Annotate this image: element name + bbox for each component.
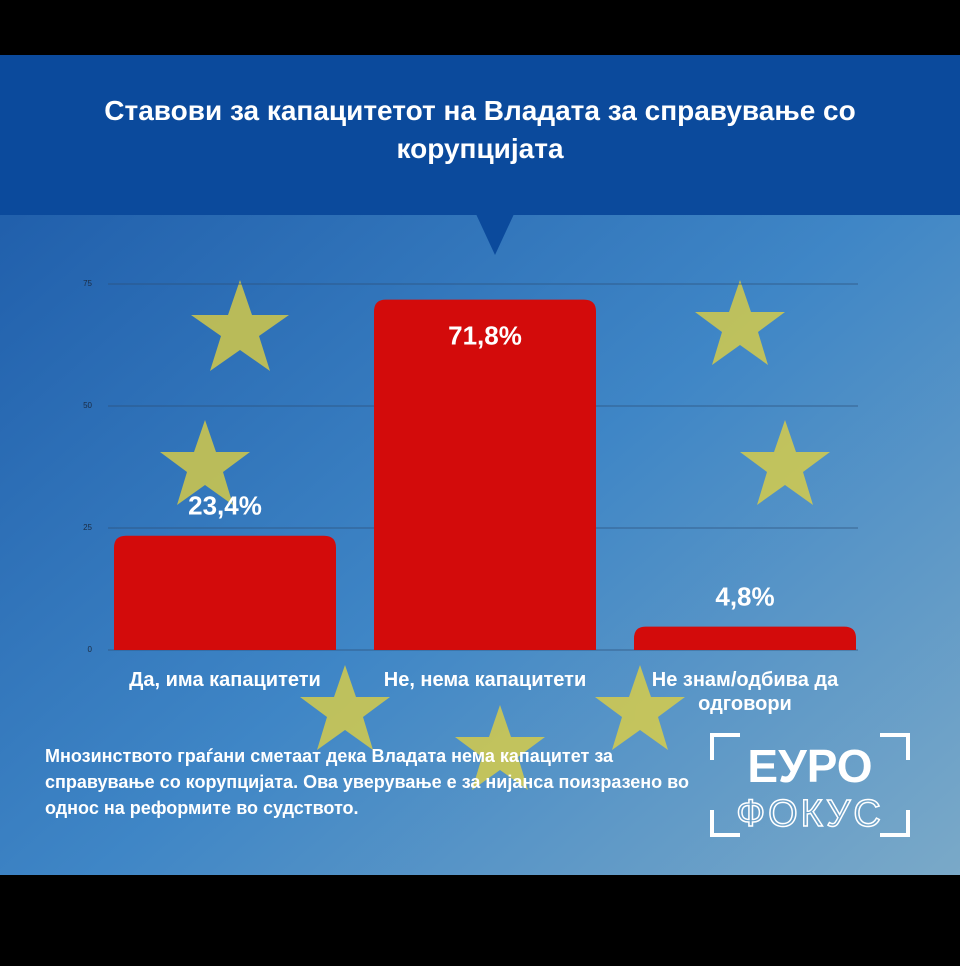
value-label: 4,8%	[715, 581, 774, 611]
y-tick-label: 75	[83, 279, 92, 288]
x-tick-label: Да, има капацитети	[129, 669, 321, 691]
bar	[634, 626, 856, 650]
y-tick-label: 25	[83, 523, 92, 532]
value-label: 23,4%	[188, 491, 262, 521]
note: Мнозинството граѓани сметаат дека Владат…	[45, 746, 690, 818]
logo-bottom: ФОКУС	[736, 793, 884, 835]
banner-notch	[476, 214, 514, 255]
stars	[160, 280, 830, 790]
x-tick-label: Не знам/одбива да одговори	[651, 669, 839, 715]
value-label: 71,8%	[448, 320, 522, 350]
x-tick-label: Не, нема капацитети	[383, 669, 587, 691]
y-tick-label: 50	[83, 401, 92, 410]
logo	[710, 733, 910, 837]
chart-title: Ставови за капацитетот на Владата за спр…	[104, 95, 856, 164]
title-banner	[0, 55, 960, 215]
y-tick-label: 0	[88, 645, 93, 654]
logo-top: ЕУРО	[747, 740, 872, 792]
bar	[374, 299, 596, 650]
bar	[114, 535, 336, 650]
